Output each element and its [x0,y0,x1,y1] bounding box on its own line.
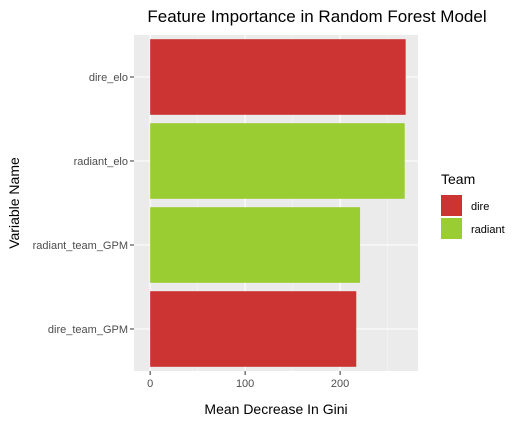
legend-title: Team [441,171,475,187]
bars [150,39,406,367]
y-tick-label: dire_team_GPM [48,324,128,336]
legend-label-radiant: radiant [471,224,505,236]
chart-title: Feature Importance in Random Forest Mode… [147,7,486,26]
y-axis-title: Variable Name [6,157,22,249]
x-axis-ticks: 0 100 200 [147,371,349,390]
x-axis-title: Mean Decrease In Gini [204,401,347,417]
x-tick-label: 200 [331,378,349,390]
x-tick-label: 0 [147,378,153,390]
x-tick-label: 100 [236,378,254,390]
bar-radiant_team_GPM [150,207,361,283]
y-tick-label: dire_elo [89,72,128,84]
bar-dire_team_GPM [150,291,357,367]
y-tick-label: radiant_team_GPM [33,240,128,252]
legend: Team dire radiant [441,171,505,239]
bar-radiant_elo [150,123,405,199]
legend-swatch-dire [441,195,462,216]
legend-swatch-radiant [441,218,462,239]
bar-dire_elo [150,39,406,115]
y-axis-ticks: dire_elo radiant_elo radiant_team_GPM dire_… [33,72,134,336]
y-tick-label: radiant_elo [74,156,128,168]
legend-label-dire: dire [471,201,489,213]
